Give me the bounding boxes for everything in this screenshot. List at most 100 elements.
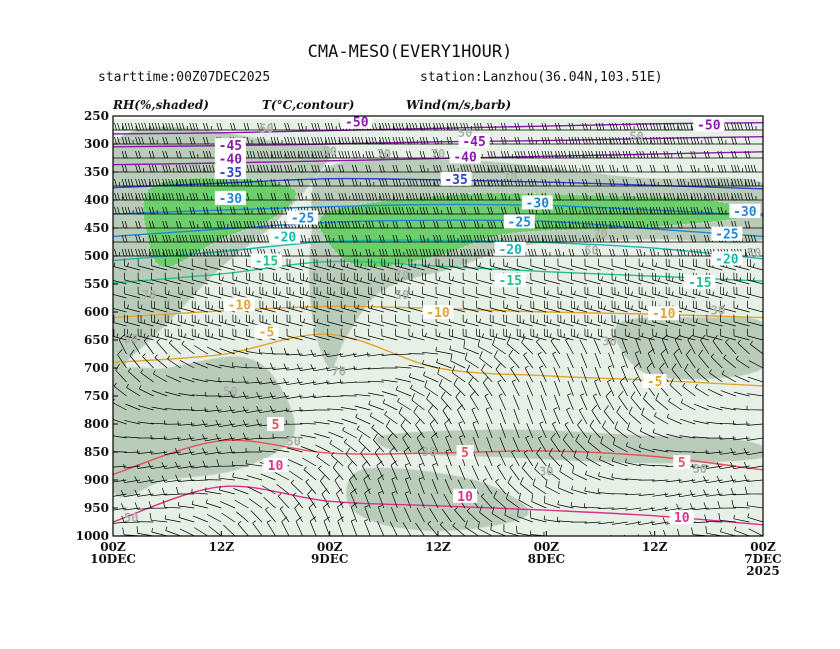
wind-barb-473: [527, 234, 547, 243]
wind-barb-1024: [694, 384, 709, 397]
wind-barb-113: [297, 136, 317, 145]
wind-barb-848: [297, 348, 317, 357]
wind-barb-426: [555, 220, 574, 229]
wind-barb-20: [367, 116, 384, 117]
wind-barb-515: [433, 248, 452, 257]
wind-barb-1195: [358, 434, 371, 453]
wind-barb-821: [598, 328, 615, 341]
wind-barb-1510: [637, 534, 655, 536]
rh-label-5: 50: [629, 130, 643, 144]
wind-barb-202: [175, 164, 195, 173]
wind-barb-241: [704, 164, 723, 173]
wind-barb-1389: [336, 488, 344, 509]
wind-barb-812: [476, 328, 493, 341]
temp-label-text: -30: [526, 196, 550, 211]
wind-barb-688: [124, 300, 141, 313]
wind-barb-420: [473, 220, 493, 229]
wind-barb-1304: [509, 464, 520, 481]
wind-barb-657: [367, 286, 384, 299]
wind-barb-1286: [260, 473, 276, 481]
temp-label-bg: [648, 306, 680, 321]
wind-barb-130: [527, 136, 547, 145]
wind-barb-702: [313, 300, 330, 313]
wind-barb-1148: [385, 420, 398, 439]
wind-barb-379: [582, 206, 601, 215]
wind-barb-944: [269, 377, 290, 385]
wind-barb-1107: [499, 408, 507, 425]
wind-barb-242: [717, 164, 736, 173]
wind-barb-298: [148, 192, 168, 201]
wind-barb-1343: [377, 474, 385, 495]
wind-barb-1498: [477, 521, 493, 536]
wind-barb-1245: [374, 446, 385, 467]
wind-barb-1308: [559, 464, 574, 481]
wind-barb-1480: [237, 521, 249, 536]
wind-barb-1313: [625, 478, 642, 481]
wind-barb-1477: [194, 527, 208, 536]
wind-barb-663: [449, 286, 466, 299]
wind-barb-615: [462, 272, 479, 285]
wind-barb-675: [611, 286, 628, 299]
x-tick-label-72-0: 00Z: [750, 540, 776, 554]
wind-barb-782: [733, 314, 750, 327]
wind-barb-1333: [233, 488, 249, 495]
wind-barb-973: [671, 363, 683, 383]
wind-barb-1153: [458, 421, 466, 439]
wind-barb-808: [422, 328, 439, 341]
wind-barb-1007: [468, 377, 479, 397]
wind-barb-1467: [718, 512, 736, 523]
wind-barb-949: [340, 379, 357, 384]
temp-label--25-0: -25: [287, 210, 319, 227]
wind-barb-781: [720, 314, 736, 327]
wind-barb-897: [296, 363, 317, 371]
wind-barb-117: [351, 136, 371, 145]
wind-barb-830: [720, 328, 736, 341]
wind-barb-47: [733, 116, 750, 117]
wind-barb-708: [395, 300, 411, 313]
rh-label-14: 50: [223, 385, 237, 399]
wind-barb-910: [479, 351, 493, 369]
temp-label--35-1: -35: [440, 171, 472, 188]
wind-barb-55: [175, 122, 195, 131]
wind-barb-1097: [355, 413, 371, 425]
wind-barb-1431: [235, 511, 249, 523]
wind-barb-1086: [202, 419, 222, 427]
temp-label--40-0: -40: [214, 151, 246, 168]
wind-barb-538: [744, 248, 763, 257]
wind-barb-651: [286, 286, 303, 299]
wind-barb-1446: [441, 508, 452, 523]
wind-barb-916: [566, 353, 574, 369]
wind-barb-1231: [174, 461, 195, 469]
wind-barb-1193: [329, 439, 344, 453]
wind-barb-332: [609, 192, 628, 201]
wind-barb-666: [489, 286, 506, 299]
wind-barb-861: [477, 339, 493, 355]
wind-barb-245: [95, 179, 113, 186]
wind-barb-465: [419, 234, 438, 243]
wind-barb-246: [113, 178, 127, 187]
wind-barb-707: [381, 300, 398, 313]
wind-barb-736: [113, 315, 127, 327]
temp-label-bg: [456, 445, 474, 460]
wind-barb-1224: [743, 448, 763, 456]
wind-barb-154: [189, 150, 208, 159]
wind-barb-444: [135, 234, 154, 243]
wind-barb-1297: [418, 463, 425, 481]
wind-barb-1445: [429, 508, 439, 523]
wind-barb-635: [733, 272, 750, 285]
wind-barb-750: [300, 314, 317, 327]
wind-barb-699: [273, 300, 290, 313]
wind-barb-1404: [531, 494, 547, 509]
wind-barb-147: [95, 151, 113, 158]
wind-barb-964: [553, 367, 561, 383]
rh-label-22: 50: [124, 511, 138, 525]
wind-barb-201: [162, 164, 181, 173]
wind-barb-1236: [245, 459, 263, 467]
wind-barb-1239: [287, 459, 303, 467]
wind-barb-1381: [220, 501, 236, 509]
temp-label-bg: [254, 324, 279, 339]
wind-barb-1478: [208, 525, 222, 536]
temp-label-text: 10: [457, 490, 473, 505]
wind-barb-1371: [744, 486, 763, 495]
wind-barb-986: [178, 393, 195, 397]
